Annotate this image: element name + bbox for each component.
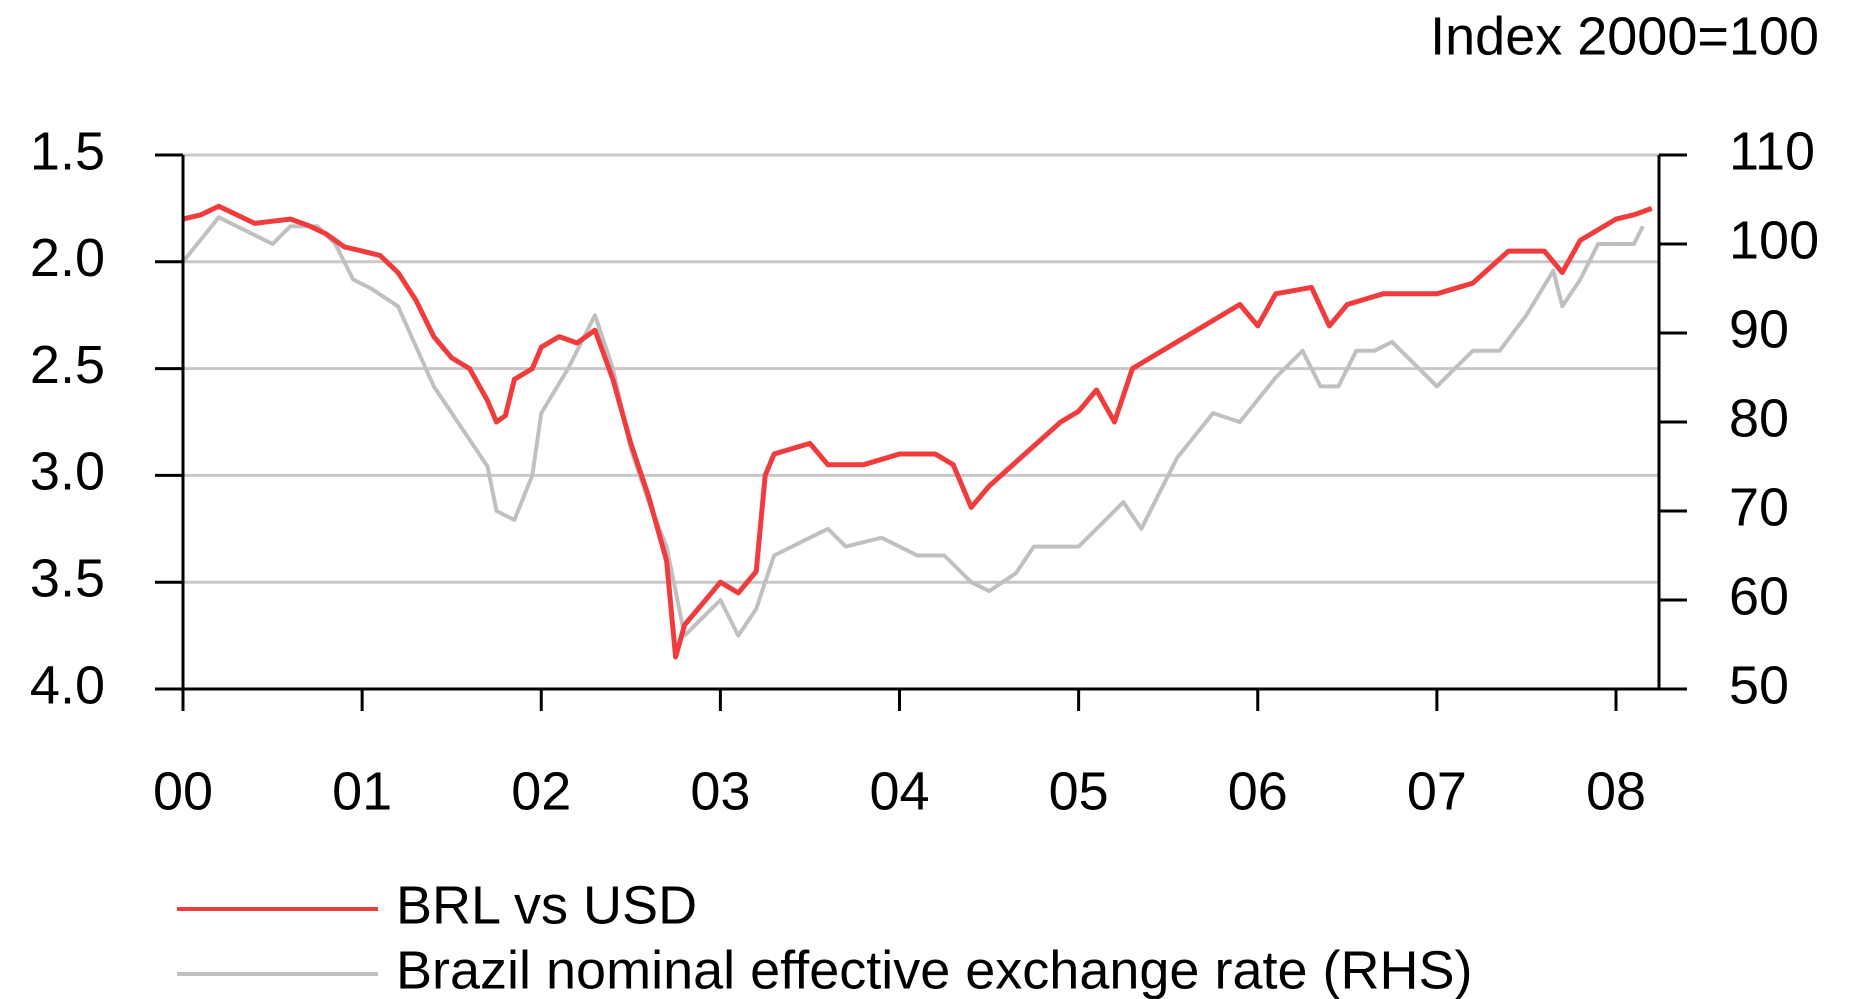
- y-tick-label: 3.5: [30, 548, 105, 608]
- x-tick-label: 06: [1228, 761, 1288, 821]
- x-tick-label: 02: [511, 761, 571, 821]
- y2-tick-label: 110: [1729, 121, 1815, 181]
- legend-label: BRL vs USD: [396, 875, 697, 935]
- y2-tick-label: 100: [1729, 210, 1819, 270]
- y2-tick-label: 70: [1729, 477, 1789, 537]
- y-tick-label: 3.0: [30, 442, 105, 502]
- x-tick-label: 04: [869, 761, 929, 821]
- x-tick-label: 03: [690, 761, 750, 821]
- y-tick-label: 2.5: [30, 335, 105, 395]
- y-tick-label: 2.0: [30, 228, 105, 288]
- y-tick-label: 4.0: [30, 655, 105, 715]
- series-line: [181, 215, 1645, 638]
- x-tick-label: 07: [1407, 761, 1467, 821]
- axis-note: Index 2000=100: [1430, 6, 1819, 66]
- y2-tick-label: 90: [1729, 299, 1789, 359]
- y-tick-label: 1.5: [30, 121, 105, 181]
- y2-tick-label: 80: [1729, 388, 1789, 448]
- legend-label: Brazil nominal effective exchange rate (…: [396, 940, 1473, 999]
- series-line: [182, 203, 1653, 660]
- x-tick-label: 01: [332, 761, 392, 821]
- y2-tick-label: 60: [1729, 566, 1789, 626]
- x-tick-label: 05: [1049, 761, 1109, 821]
- x-tick-label: 00: [153, 761, 213, 821]
- x-tick-label: 08: [1586, 761, 1646, 821]
- y2-tick-label: 50: [1729, 655, 1789, 715]
